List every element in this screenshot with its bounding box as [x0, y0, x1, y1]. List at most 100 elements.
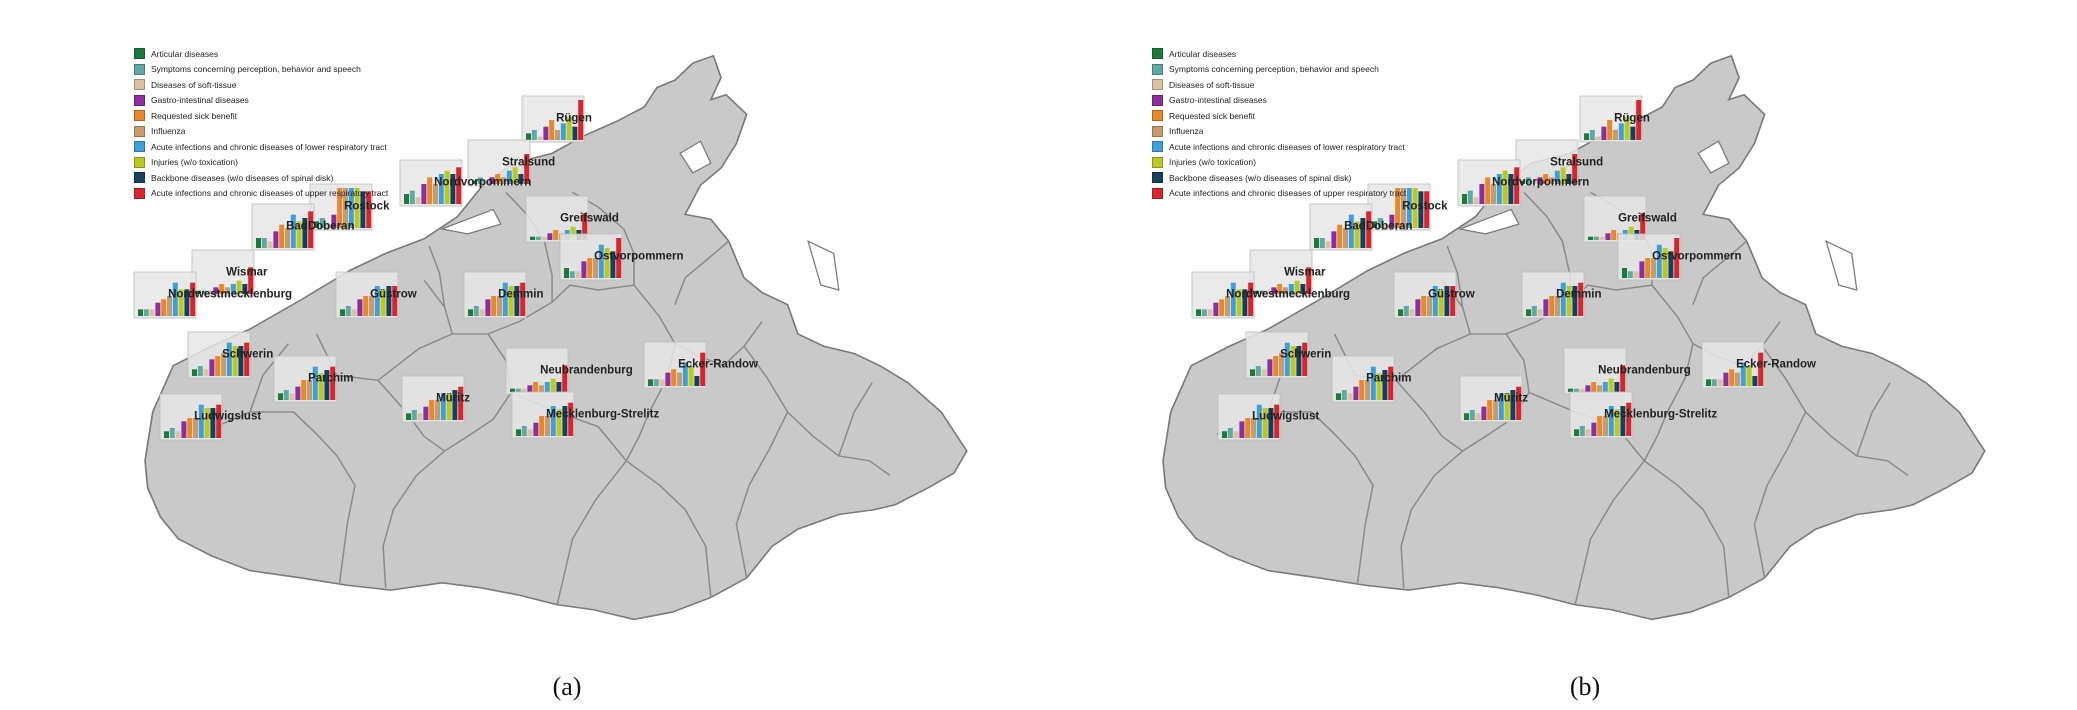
bar — [1620, 406, 1626, 436]
bar — [1273, 356, 1279, 376]
district-chart: Stralsund — [467, 139, 555, 187]
bar — [1531, 180, 1537, 184]
bar — [1284, 342, 1290, 376]
bar — [1510, 390, 1516, 420]
district-chart: BadDoberan — [251, 203, 354, 251]
bar — [1543, 174, 1549, 184]
bar — [1605, 233, 1611, 240]
bar — [1651, 258, 1656, 278]
bar — [209, 359, 215, 376]
bar — [1250, 369, 1255, 376]
bar — [1603, 416, 1608, 436]
district-label: Ostvorpommern — [1652, 250, 1741, 262]
district-chart: Rügen — [521, 95, 592, 143]
bar — [688, 366, 694, 386]
legend-item: Acute infections and chronic diseases of… — [134, 186, 388, 202]
bar — [1469, 410, 1475, 420]
bar — [1261, 369, 1267, 376]
bar — [1614, 382, 1620, 392]
bar — [1412, 188, 1418, 228]
district-label: Rostock — [1402, 200, 1448, 212]
legend-swatch — [134, 172, 145, 184]
map-b: Rügen Stralsund Nordvorpommern Rostock BadDo… — [1162, 54, 1986, 621]
caption-a: (a) — [552, 672, 582, 701]
legend-label: Articular diseases — [151, 48, 219, 59]
bar — [1568, 388, 1573, 392]
bar — [543, 126, 549, 140]
bar — [506, 170, 512, 184]
bar — [1591, 422, 1597, 436]
bar — [1508, 174, 1514, 204]
bar — [512, 167, 518, 184]
district-label: Schwerin — [1280, 348, 1331, 360]
bar — [1549, 177, 1554, 184]
bar — [560, 123, 566, 140]
bar — [1306, 267, 1312, 294]
state-outline — [1162, 54, 1986, 621]
bar — [1537, 309, 1543, 316]
legend-item: Gastro-intestinal diseases — [1152, 93, 1406, 109]
bar — [1314, 238, 1319, 248]
bar — [479, 309, 485, 316]
bar — [604, 248, 610, 278]
legend-swatch — [1152, 125, 1163, 137]
bar — [193, 418, 198, 438]
bar — [1574, 429, 1579, 436]
bar — [1662, 248, 1668, 278]
bar — [210, 408, 216, 438]
legend-item: Requested sick benefit — [1152, 108, 1406, 124]
district-label: Greifswald — [560, 212, 619, 224]
district-chart: Rostock — [1367, 183, 1448, 231]
district-label: Ecker-Randow — [1736, 358, 1816, 370]
water-area — [1697, 140, 1730, 174]
bar — [1706, 379, 1711, 386]
bar — [1599, 236, 1605, 240]
legend-label: Acute infections and chronic diseases of… — [151, 141, 387, 152]
bar — [238, 346, 244, 376]
bar — [578, 100, 584, 140]
bar — [406, 413, 411, 420]
bar — [1491, 184, 1496, 204]
bar — [508, 286, 514, 316]
bar — [485, 299, 491, 316]
bar — [433, 184, 438, 204]
bar — [409, 190, 415, 204]
district-label: Rügen — [1614, 112, 1650, 124]
legend-label: Backbone diseases (w/o diseases of spina… — [151, 172, 334, 183]
bar — [369, 296, 374, 316]
bar — [533, 382, 539, 392]
bar — [1579, 426, 1585, 436]
bar — [207, 290, 213, 294]
district-border — [1267, 411, 1336, 435]
legend-label: Requested sick benefit — [151, 110, 237, 121]
bar — [167, 296, 172, 316]
bar — [1608, 406, 1614, 436]
legend-label: Injuries (w/o toxication) — [1169, 157, 1256, 168]
bar — [354, 188, 360, 228]
bar — [491, 296, 497, 316]
district-chart: Neubrandenburg — [505, 347, 633, 395]
bar — [1377, 218, 1383, 228]
bar — [671, 369, 677, 386]
district-label: Müritz — [436, 392, 470, 404]
district-chart: Greifswald — [525, 195, 619, 243]
map-panel-a: Rügen Stralsund Nordvorpommern Rostock BadDo… — [122, 36, 1022, 656]
bar — [473, 306, 479, 316]
legend-item: Backbone diseases (w/o diseases of spina… — [134, 170, 388, 186]
bar — [216, 404, 222, 438]
district-border — [1574, 460, 1645, 605]
district-border — [674, 240, 730, 305]
bar — [201, 290, 207, 294]
bar — [1365, 380, 1370, 400]
bar — [1201, 309, 1207, 316]
bar — [232, 346, 238, 376]
legend-label: Gastro-intestinal diseases — [1169, 95, 1267, 106]
bar — [1279, 352, 1284, 376]
district-chart: Müritz — [1459, 375, 1528, 423]
bar — [1462, 194, 1467, 204]
bar — [380, 289, 386, 316]
bar — [1597, 416, 1603, 436]
bar — [149, 309, 155, 316]
district-label: Wismar — [1284, 266, 1326, 278]
bar — [1656, 244, 1662, 278]
